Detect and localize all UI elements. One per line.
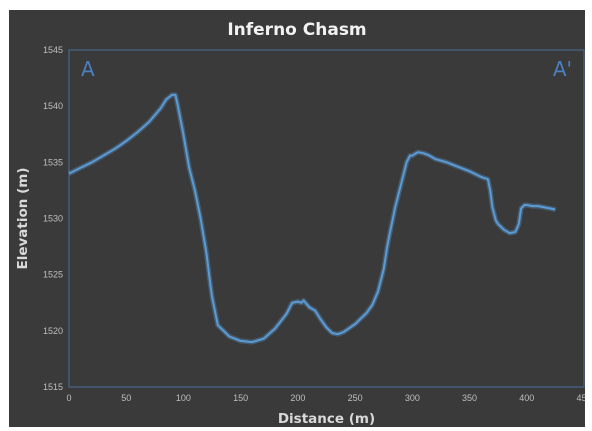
chart-title: Inferno Chasm: [227, 20, 366, 40]
x-tick-label: 100: [176, 393, 191, 403]
x-tick-label: 50: [121, 393, 131, 403]
y-axis-title: Elevation (m): [15, 168, 31, 270]
section-start-label: A: [81, 57, 95, 81]
elevation-profile-chart: Inferno Chasm 0 50 100 150 200 250 300 350 400 45…: [15, 20, 585, 427]
series-line: [68, 93, 556, 344]
x-tick-label: 200: [290, 393, 305, 403]
y-tick-label: 1530: [43, 214, 63, 224]
series-glow: [67, 92, 556, 345]
x-tick-label: 0: [66, 393, 71, 403]
x-tick-label: 400: [519, 393, 534, 403]
y-tick-label: 1520: [43, 326, 63, 336]
x-tick-label: 300: [405, 393, 420, 403]
x-axis-ticks: 0 50 100 150 200 250 300 350 400 450: [66, 393, 585, 403]
plot-area: [68, 49, 585, 388]
y-tick-label: 1535: [43, 157, 63, 167]
series-layer: [67, 92, 556, 345]
x-tick-label: 250: [348, 393, 363, 403]
y-tick-label: 1515: [43, 382, 63, 392]
y-axis-ticks: 1515 1520 1525 1530 1535 1540 1545: [43, 45, 63, 392]
y-tick-label: 1545: [43, 45, 63, 55]
section-end-label: A': [553, 57, 572, 81]
x-tick-label: 350: [462, 393, 477, 403]
plot-border: [68, 49, 585, 388]
x-axis-title: Distance (m): [278, 411, 375, 427]
y-tick-label: 1540: [43, 101, 63, 111]
chart-container: Inferno Chasm 0 50 100 150 200 250 300 350 400 45…: [9, 10, 585, 427]
x-tick-label: 450: [576, 393, 585, 403]
y-tick-label: 1525: [43, 270, 63, 280]
x-tick-label: 150: [233, 393, 248, 403]
